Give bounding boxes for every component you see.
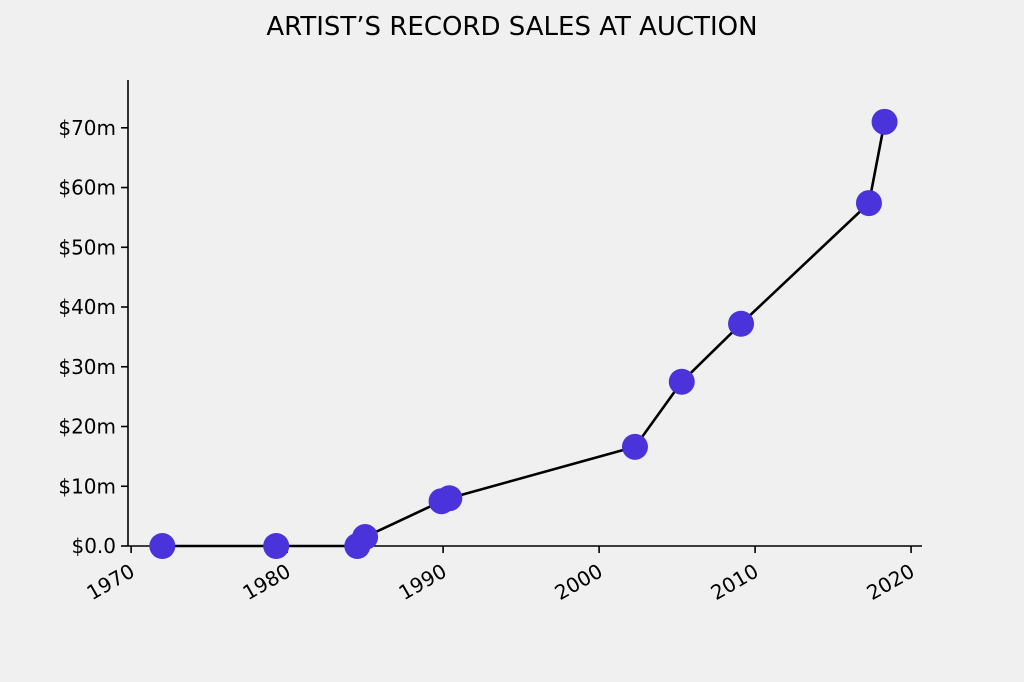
chart-marks	[149, 108, 898, 559]
data-point	[855, 190, 882, 217]
x-tick-label: 1980	[239, 559, 295, 605]
data-point	[871, 108, 898, 135]
axes: $0.0 $10m $20m $30m $40m $50m $60m $70m 1970 1980…	[58, 80, 922, 605]
x-tick-label: 1990	[395, 559, 451, 605]
x-tick-label: 1970	[83, 559, 139, 605]
y-tick-label: $60m	[58, 176, 116, 200]
x-tick-label: 2010	[707, 559, 763, 605]
x-tick-label: 2000	[551, 559, 607, 605]
y-tick-label: $20m	[58, 415, 116, 439]
data-point	[668, 368, 695, 395]
data-point	[263, 533, 290, 559]
data-point	[621, 433, 648, 460]
data-point	[352, 524, 379, 551]
data-point	[149, 533, 176, 559]
series-line	[162, 121, 886, 548]
data-point	[436, 485, 463, 512]
y-tick-label: $30m	[58, 355, 116, 379]
y-tick-label: $0.0	[71, 534, 116, 558]
y-tick-label: $70m	[58, 116, 116, 140]
y-tick-label: $50m	[58, 235, 116, 259]
chart-title: ARTIST’S RECORD SALES AT AUCTION	[266, 12, 757, 42]
data-point	[728, 310, 755, 337]
y-tick-label: $10m	[58, 474, 116, 498]
x-tick-label: 2020	[862, 559, 918, 605]
y-tick-label: $40m	[58, 295, 116, 319]
